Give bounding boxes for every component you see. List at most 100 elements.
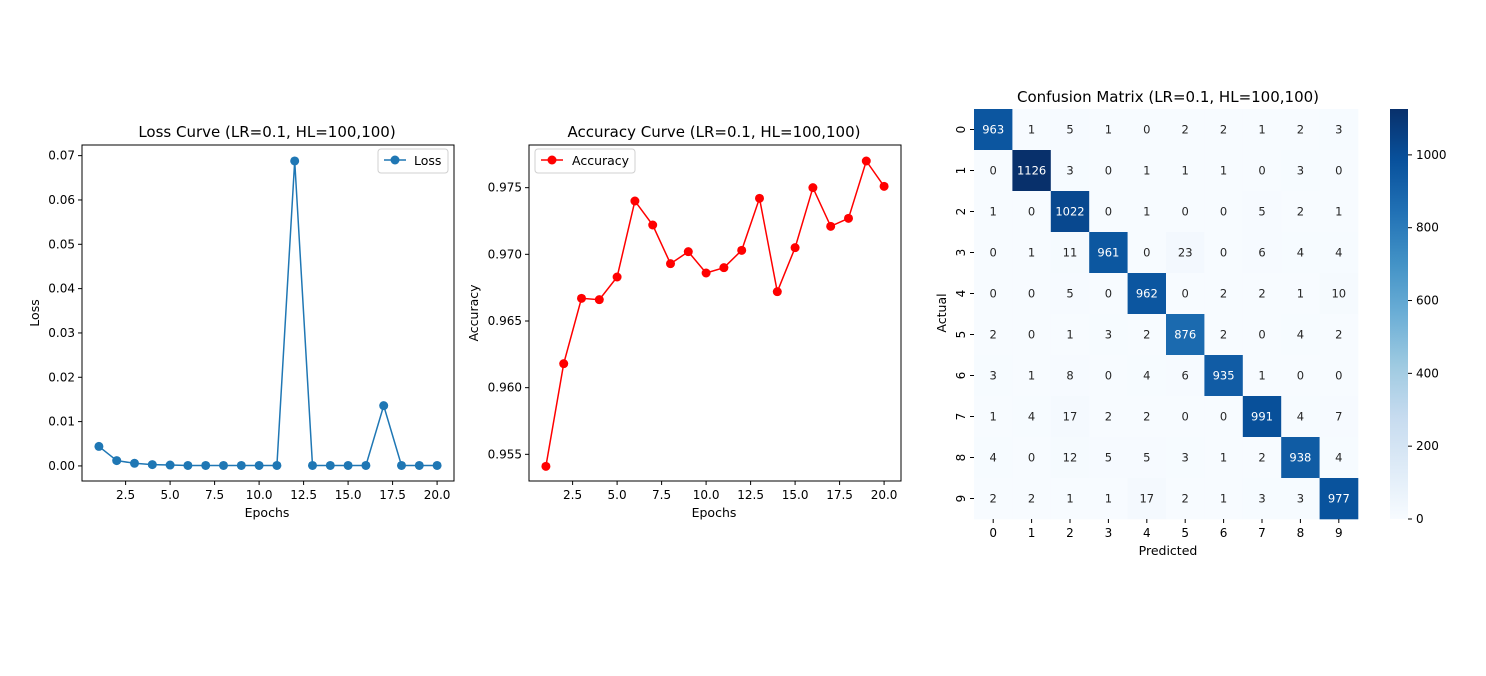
accuracy-marks — [541, 156, 889, 471]
confusion-matrix-cell — [1127, 191, 1167, 233]
accuracy-legend-marker — [547, 155, 557, 165]
loss-legend-marker — [390, 155, 400, 165]
loss-plot-frame — [81, 144, 455, 482]
confusion-matrix-chart: Confusion Matrix (LR=0.1, HL=100,100) 96… — [934, 88, 1447, 558]
confusion-matrix-cell-value: 5 — [1258, 205, 1265, 219]
loss-point — [379, 401, 389, 411]
confusion-matrix-cell-value: 963 — [982, 123, 1004, 137]
confusion-matrix-cell — [1242, 191, 1282, 233]
loss-point — [396, 460, 406, 470]
confusion-matrix-cell-value: 4 — [990, 451, 997, 465]
acc-point — [737, 245, 747, 255]
confusion-matrix-cell-value: 5 — [1066, 123, 1073, 137]
confusion-matrix-cell — [1281, 437, 1320, 479]
confusion-matrix-y-ticks: 0 1 2 3 4 5 6 7 8 9 — [954, 126, 974, 502]
confusion-matrix-cell-value: 0 — [1258, 164, 1265, 178]
confusion-matrix-cell — [974, 150, 1013, 192]
confusion-matrix-cell — [1242, 478, 1282, 520]
confusion-matrix-cell — [1089, 355, 1128, 397]
confusion-matrix-cell — [1281, 355, 1320, 397]
confusion-matrix-cell — [1281, 396, 1320, 438]
confusion-matrix-cell — [1319, 232, 1359, 274]
confusion-matrix-cell-value: 1126 — [1017, 164, 1046, 178]
confusion-matrix-cell — [974, 191, 1013, 233]
confusion-matrix-x-tick-label: 7 — [1258, 526, 1266, 540]
acc-point — [701, 268, 711, 278]
confusion-matrix-cell-value: 1 — [1105, 123, 1112, 137]
confusion-matrix-cell-value: 0 — [990, 164, 997, 178]
confusion-matrix-cell-value: 2 — [1028, 492, 1035, 506]
loss-x-tick-label: 2.5 — [116, 488, 135, 502]
confusion-matrix-cell — [1127, 232, 1167, 274]
confusion-matrix-cell — [1281, 109, 1320, 151]
loss-y-axis-label: Loss — [27, 299, 42, 326]
confusion-matrix-cell-value: 938 — [1289, 451, 1311, 465]
acc-x-tick-label: 12.5 — [737, 488, 764, 502]
confusion-matrix-cell — [974, 396, 1013, 438]
colorbar-tick-label: 800 — [1416, 221, 1439, 235]
loss-point — [307, 460, 317, 470]
confusion-matrix-cell-value: 1 — [1143, 164, 1150, 178]
confusion-matrix-cell — [1089, 191, 1128, 233]
confusion-matrix-cell-value: 4 — [1297, 328, 1304, 342]
confusion-matrix-cell — [1127, 396, 1167, 438]
confusion-matrix-cell — [1242, 273, 1282, 315]
confusion-matrix-cell-value: 1 — [1335, 205, 1342, 219]
confusion-matrix-title: Confusion Matrix (LR=0.1, HL=100,100) — [1017, 88, 1319, 106]
accuracy-legend-label: Accuracy — [572, 153, 630, 168]
confusion-matrix-cell-value: 0 — [1105, 164, 1112, 178]
confusion-matrix-cell-value: 0 — [1028, 287, 1035, 301]
confusion-matrix-cell-value: 1 — [1028, 369, 1035, 383]
confusion-matrix-cell-value: 0 — [1335, 369, 1342, 383]
confusion-matrix-cell-value: 2 — [1182, 492, 1189, 506]
accuracy-plot-frame — [528, 144, 902, 482]
confusion-matrix-cell — [1050, 355, 1090, 397]
confusion-matrix-cell — [1204, 355, 1244, 397]
confusion-matrix-cell-value: 0 — [1143, 123, 1150, 137]
confusion-matrix-cell — [1166, 232, 1205, 274]
acc-point — [666, 259, 676, 269]
confusion-matrix-x-tick-label: 3 — [1105, 526, 1113, 540]
accuracy-x-axis-label: Epochs — [692, 505, 737, 520]
confusion-matrix-x-tick-label: 9 — [1335, 526, 1343, 540]
confusion-matrix-cell — [1012, 150, 1052, 192]
loss-legend-label: Loss — [414, 153, 441, 168]
acc-point — [719, 263, 729, 273]
confusion-matrix-cell — [1050, 191, 1090, 233]
loss-point — [254, 460, 264, 470]
loss-y-tick-label: 0.02 — [48, 370, 75, 384]
confusion-matrix-cell-value: 0 — [1335, 164, 1342, 178]
colorbar — [1390, 109, 1408, 519]
confusion-matrix-x-tick-label: 8 — [1297, 526, 1305, 540]
confusion-matrix-cell — [1281, 150, 1320, 192]
confusion-matrix-cells: 963 1 5 1 0 2 2 1 2 30 1126 3 0 1 1 1 0 3 01 0 1022 0 1 0 0 5 2 10 1… — [974, 109, 1359, 520]
confusion-matrix-x-tick-label: 4 — [1143, 526, 1151, 540]
loss-point — [343, 460, 353, 470]
acc-y-tick-label: 0.970 — [488, 247, 522, 261]
confusion-matrix-cell-value: 2 — [1220, 287, 1227, 301]
confusion-matrix-cell — [1166, 109, 1205, 151]
acc-point — [879, 181, 889, 191]
confusion-matrix-cell-value: 0 — [1220, 205, 1227, 219]
confusion-matrix-cell-value: 5 — [1066, 287, 1073, 301]
confusion-matrix-cell — [1012, 314, 1052, 356]
accuracy-legend-box — [534, 148, 636, 174]
confusion-matrix-cell — [1204, 150, 1244, 192]
confusion-matrix-cell — [1204, 314, 1244, 356]
confusion-matrix-y-tick-label: 3 — [954, 249, 968, 257]
confusion-matrix-cell-value: 8 — [1066, 369, 1073, 383]
confusion-matrix-cell — [1242, 314, 1282, 356]
loss-x-tick-label: 15.0 — [335, 488, 362, 502]
confusion-matrix-cell-value: 17 — [1063, 410, 1078, 424]
confusion-matrix-cell-value: 0 — [1028, 205, 1035, 219]
confusion-matrix-cell — [1204, 232, 1244, 274]
loss-x-tick-label: 17.5 — [379, 488, 406, 502]
confusion-matrix-cell — [1166, 396, 1205, 438]
confusion-matrix-cell-value: 1022 — [1055, 205, 1084, 219]
loss-point — [112, 456, 122, 466]
confusion-matrix-cell — [1089, 273, 1128, 315]
confusion-matrix-cell-value: 1 — [1220, 492, 1227, 506]
confusion-matrix-cell — [974, 478, 1013, 520]
acc-point — [577, 293, 587, 303]
confusion-matrix-cell-value: 4 — [1028, 410, 1035, 424]
